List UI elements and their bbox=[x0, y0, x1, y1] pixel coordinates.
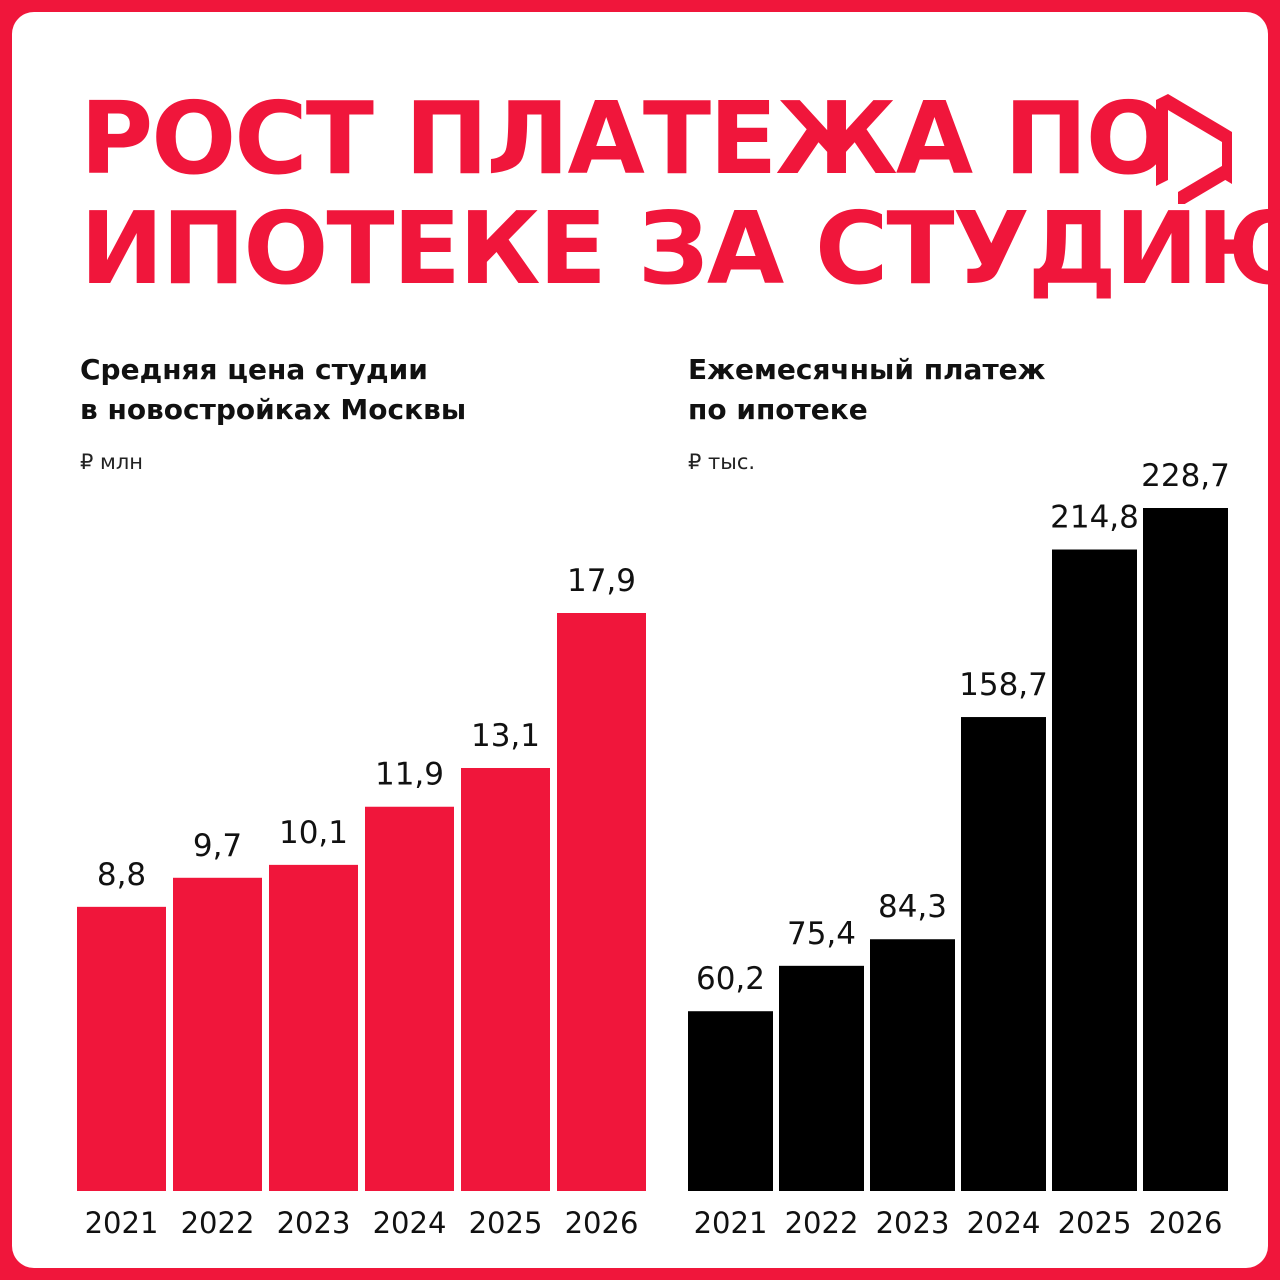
brand-logo-icon bbox=[1156, 94, 1232, 204]
right-value-label-2023: 84,3 bbox=[878, 889, 947, 925]
page-title-line-2: ИПОТЕКЕ ЗА СТУДИЮ bbox=[80, 190, 1280, 307]
left-value-label-2022: 9,7 bbox=[193, 828, 242, 864]
left-chart-title-line-1: Средняя цена студии bbox=[80, 353, 428, 386]
right-chart-unit: ₽ тыс. bbox=[688, 450, 756, 474]
right-x-tick-2021: 2021 bbox=[694, 1206, 768, 1240]
left-chart-unit: ₽ млн bbox=[80, 450, 144, 474]
right-value-label-2022: 75,4 bbox=[787, 916, 856, 952]
left-value-label-2026: 17,9 bbox=[567, 563, 636, 599]
left-bar-2021 bbox=[77, 906, 166, 1191]
right-value-label-2025: 214,8 bbox=[1050, 500, 1139, 536]
page-title: РОСТ ПЛАТЕЖА ПО ИПОТЕКЕ ЗА СТУДИЮ bbox=[80, 84, 1280, 304]
right-chart-title: Ежемесячный платеж по ипотеке bbox=[688, 350, 1046, 430]
right-x-tick-2024: 2024 bbox=[967, 1206, 1041, 1240]
left-x-tick-2025: 2025 bbox=[469, 1206, 543, 1240]
left-value-label-2024: 11,9 bbox=[375, 757, 444, 793]
right-x-tick-2023: 2023 bbox=[876, 1206, 950, 1240]
right-chart-title-line-1: Ежемесячный платеж bbox=[688, 353, 1046, 386]
left-chart-title: Средняя цена студии в новостройках Москв… bbox=[80, 350, 466, 430]
left-x-tick-2026: 2026 bbox=[565, 1206, 639, 1240]
right-x-tick-2026: 2026 bbox=[1149, 1206, 1223, 1240]
right-bar-2024 bbox=[961, 717, 1046, 1191]
right-value-label-2021: 60,2 bbox=[696, 961, 765, 997]
left-x-tick-2022: 2022 bbox=[181, 1206, 255, 1240]
left-x-tick-2021: 2021 bbox=[85, 1206, 159, 1240]
right-chart-title-line-2: по ипотеке bbox=[688, 393, 868, 426]
left-value-label-2023: 10,1 bbox=[279, 815, 348, 851]
right-value-label-2026: 228,7 bbox=[1141, 458, 1230, 494]
right-bar-2025 bbox=[1052, 549, 1137, 1191]
right-x-tick-2022: 2022 bbox=[785, 1206, 859, 1240]
right-bar-2021 bbox=[688, 1011, 773, 1191]
right-value-label-2024: 158,7 bbox=[959, 667, 1048, 703]
left-bar-2023 bbox=[269, 864, 358, 1191]
left-x-tick-2023: 2023 bbox=[277, 1206, 351, 1240]
left-bar-2025 bbox=[461, 767, 550, 1191]
left-bar-2026 bbox=[557, 613, 646, 1191]
right-bar-2023 bbox=[870, 939, 955, 1191]
left-value-label-2025: 13,1 bbox=[471, 718, 540, 754]
right-bar-chart: 60,2 2021 75,4 2022 84,3 2023 158,7 2024 214,8 20… bbox=[688, 458, 1230, 1240]
left-bar-2022 bbox=[173, 877, 262, 1191]
left-chart-title-line-2: в новостройках Москвы bbox=[80, 393, 467, 426]
left-x-tick-2024: 2024 bbox=[373, 1206, 447, 1240]
page-title-line-1: РОСТ ПЛАТЕЖА ПО bbox=[80, 80, 1171, 197]
right-bar-2026 bbox=[1143, 508, 1228, 1191]
left-bar-2024 bbox=[365, 806, 454, 1191]
right-bar-2022 bbox=[779, 965, 864, 1191]
right-x-tick-2025: 2025 bbox=[1058, 1206, 1132, 1240]
left-value-label-2021: 8,8 bbox=[97, 857, 146, 893]
left-bar-chart: 8,8 2021 9,7 2022 10,1 2023 11,9 2024 13,1 2025 17… bbox=[77, 563, 646, 1240]
